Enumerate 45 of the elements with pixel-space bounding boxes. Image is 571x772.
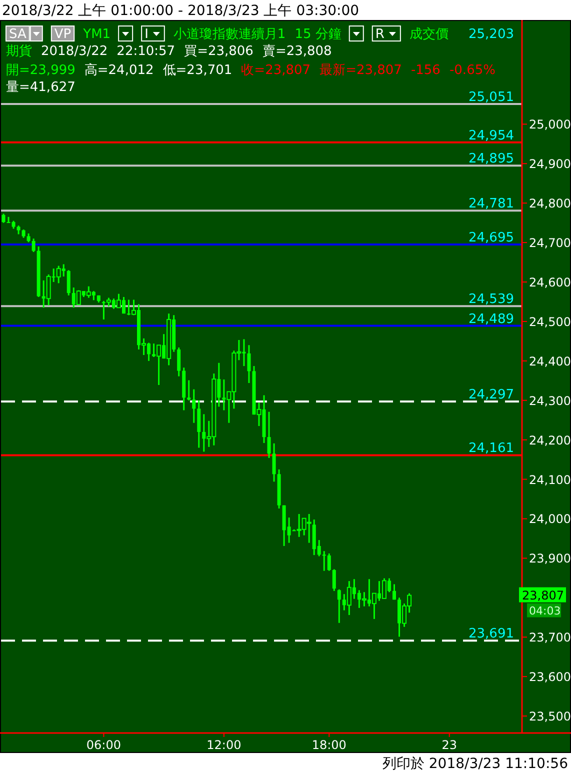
xtick: 18:00 — [312, 738, 346, 752]
annotation: 23,807 — [522, 588, 564, 602]
annotation: 列印於 2018/3/23 11:10:56 — [382, 756, 568, 772]
annotation: -156 — [410, 63, 440, 78]
ytick: 24,300 — [529, 394, 571, 408]
ytick: 24,100 — [529, 472, 571, 487]
annotation: 04:03 — [529, 604, 561, 618]
annotation: 22:10:57 — [116, 44, 176, 59]
annotation: YM1 — [83, 27, 111, 42]
annotation: I — [144, 27, 148, 42]
annotation: 15 分鐘 — [294, 27, 342, 42]
ytick: 23,700 — [529, 630, 571, 645]
ytick: 23,500 — [529, 710, 571, 724]
xtick: 06:00 — [86, 738, 121, 752]
ytick: 25,000 — [529, 118, 571, 132]
annotation: 高=24,012 — [84, 63, 154, 78]
ytick: 24,600 — [529, 276, 571, 290]
annotation: 最新=23,807 — [320, 63, 402, 78]
xtick: 23 — [442, 738, 457, 752]
xtick: 12:00 — [206, 738, 242, 752]
annotation: 成交價 — [409, 27, 448, 42]
annotation: VP — [54, 27, 72, 42]
annotation: 25,203 — [468, 27, 514, 42]
ytick: 23,600 — [529, 670, 571, 684]
annotation: 小道瓊指數連續月1 — [173, 27, 286, 42]
ytick: 24,000 — [529, 512, 571, 526]
ytick: 24,800 — [529, 196, 571, 211]
annotation: 期貨 — [6, 44, 32, 59]
annotation: 量=41,627 — [6, 80, 76, 95]
annotation: 2018/3/22 — [41, 44, 108, 59]
ytick: 23,900 — [529, 552, 571, 566]
ytick: 24,500 — [529, 314, 571, 329]
annotation: 低=23,701 — [162, 63, 232, 78]
ytick: 24,700 — [529, 236, 571, 250]
annotation: 收=23,807 — [241, 63, 311, 78]
ytick: 24,900 — [529, 157, 571, 172]
annotation: SA — [9, 27, 26, 42]
annotation: -0.65% — [449, 63, 496, 78]
ytick: 24,400 — [529, 354, 571, 368]
ytick: 24,200 — [529, 433, 571, 448]
annotation: 開=23,999 — [6, 63, 76, 78]
annotation: 賣=23,808 — [262, 44, 332, 59]
annotation: 買=23,806 — [184, 44, 254, 59]
title: 2018/3/22 上午 01:00:00 - 2018/3/23 上午 03:30:00 — [2, 3, 360, 19]
annotation: R — [375, 27, 384, 42]
